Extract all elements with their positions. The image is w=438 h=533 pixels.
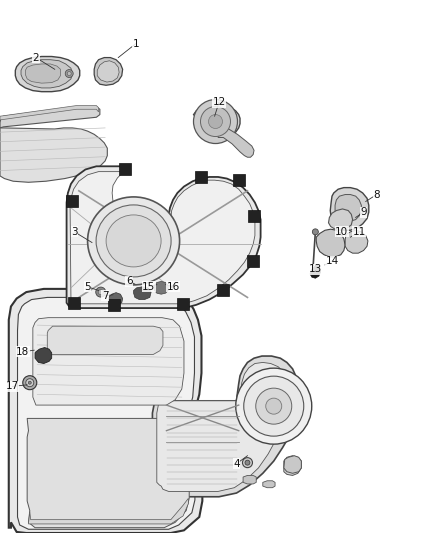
Polygon shape <box>284 456 301 473</box>
Circle shape <box>65 69 73 78</box>
Polygon shape <box>154 281 168 294</box>
Circle shape <box>243 458 252 467</box>
Circle shape <box>67 71 71 76</box>
Polygon shape <box>0 107 100 128</box>
Polygon shape <box>157 362 291 491</box>
Circle shape <box>244 376 304 436</box>
Ellipse shape <box>96 205 171 277</box>
Circle shape <box>256 388 292 424</box>
Text: 5: 5 <box>84 282 91 292</box>
Polygon shape <box>94 58 123 85</box>
Polygon shape <box>97 61 119 82</box>
Circle shape <box>201 107 230 136</box>
Polygon shape <box>109 293 123 305</box>
Text: 18: 18 <box>16 347 29 357</box>
Circle shape <box>208 115 223 128</box>
Circle shape <box>23 376 37 390</box>
Circle shape <box>236 368 312 444</box>
Polygon shape <box>47 326 163 354</box>
Text: 9: 9 <box>360 207 367 217</box>
Text: 8: 8 <box>373 190 380 199</box>
Circle shape <box>266 398 282 414</box>
Text: 17: 17 <box>6 382 19 391</box>
Polygon shape <box>18 297 195 529</box>
Circle shape <box>98 289 103 295</box>
Bar <box>68 297 81 309</box>
Polygon shape <box>15 56 80 92</box>
Circle shape <box>96 287 106 297</box>
Text: 16: 16 <box>166 282 180 292</box>
Polygon shape <box>0 128 107 182</box>
Bar <box>177 298 189 310</box>
Circle shape <box>28 381 31 384</box>
Polygon shape <box>263 481 275 488</box>
Polygon shape <box>67 166 261 308</box>
Text: 13: 13 <box>309 264 322 274</box>
Bar <box>216 285 229 296</box>
Text: 3: 3 <box>71 227 78 237</box>
Polygon shape <box>152 356 299 497</box>
Circle shape <box>245 460 250 465</box>
Text: 10: 10 <box>335 227 348 237</box>
Ellipse shape <box>106 215 161 267</box>
Text: 15: 15 <box>142 282 155 292</box>
Polygon shape <box>9 289 202 533</box>
Circle shape <box>26 378 34 387</box>
Polygon shape <box>243 475 256 484</box>
Text: 12: 12 <box>212 98 226 107</box>
Bar <box>108 299 120 311</box>
Bar <box>233 174 245 186</box>
Circle shape <box>194 100 237 143</box>
Polygon shape <box>345 230 368 253</box>
Polygon shape <box>316 229 345 257</box>
Polygon shape <box>330 188 369 230</box>
Ellipse shape <box>88 197 180 285</box>
Bar <box>195 171 208 183</box>
Polygon shape <box>35 348 52 364</box>
Bar <box>248 210 260 222</box>
Circle shape <box>312 229 318 235</box>
Text: 2: 2 <box>32 53 39 62</box>
Text: 7: 7 <box>102 291 109 301</box>
Text: 14: 14 <box>325 256 339 266</box>
Text: 6: 6 <box>126 277 133 286</box>
Bar <box>247 255 259 267</box>
Polygon shape <box>33 318 184 405</box>
Polygon shape <box>21 60 72 88</box>
Polygon shape <box>328 209 353 230</box>
Bar <box>66 196 78 207</box>
Polygon shape <box>284 456 301 475</box>
Polygon shape <box>0 106 99 120</box>
Text: 4: 4 <box>233 459 240 469</box>
Polygon shape <box>70 172 255 304</box>
Polygon shape <box>218 127 254 157</box>
Polygon shape <box>134 287 151 300</box>
Polygon shape <box>335 195 361 221</box>
Text: 11: 11 <box>353 227 366 237</box>
Polygon shape <box>194 104 240 139</box>
Polygon shape <box>25 64 60 83</box>
Polygon shape <box>28 498 188 524</box>
Polygon shape <box>310 265 321 278</box>
Polygon shape <box>27 418 189 528</box>
Bar <box>119 164 131 175</box>
Text: 1: 1 <box>132 39 139 49</box>
